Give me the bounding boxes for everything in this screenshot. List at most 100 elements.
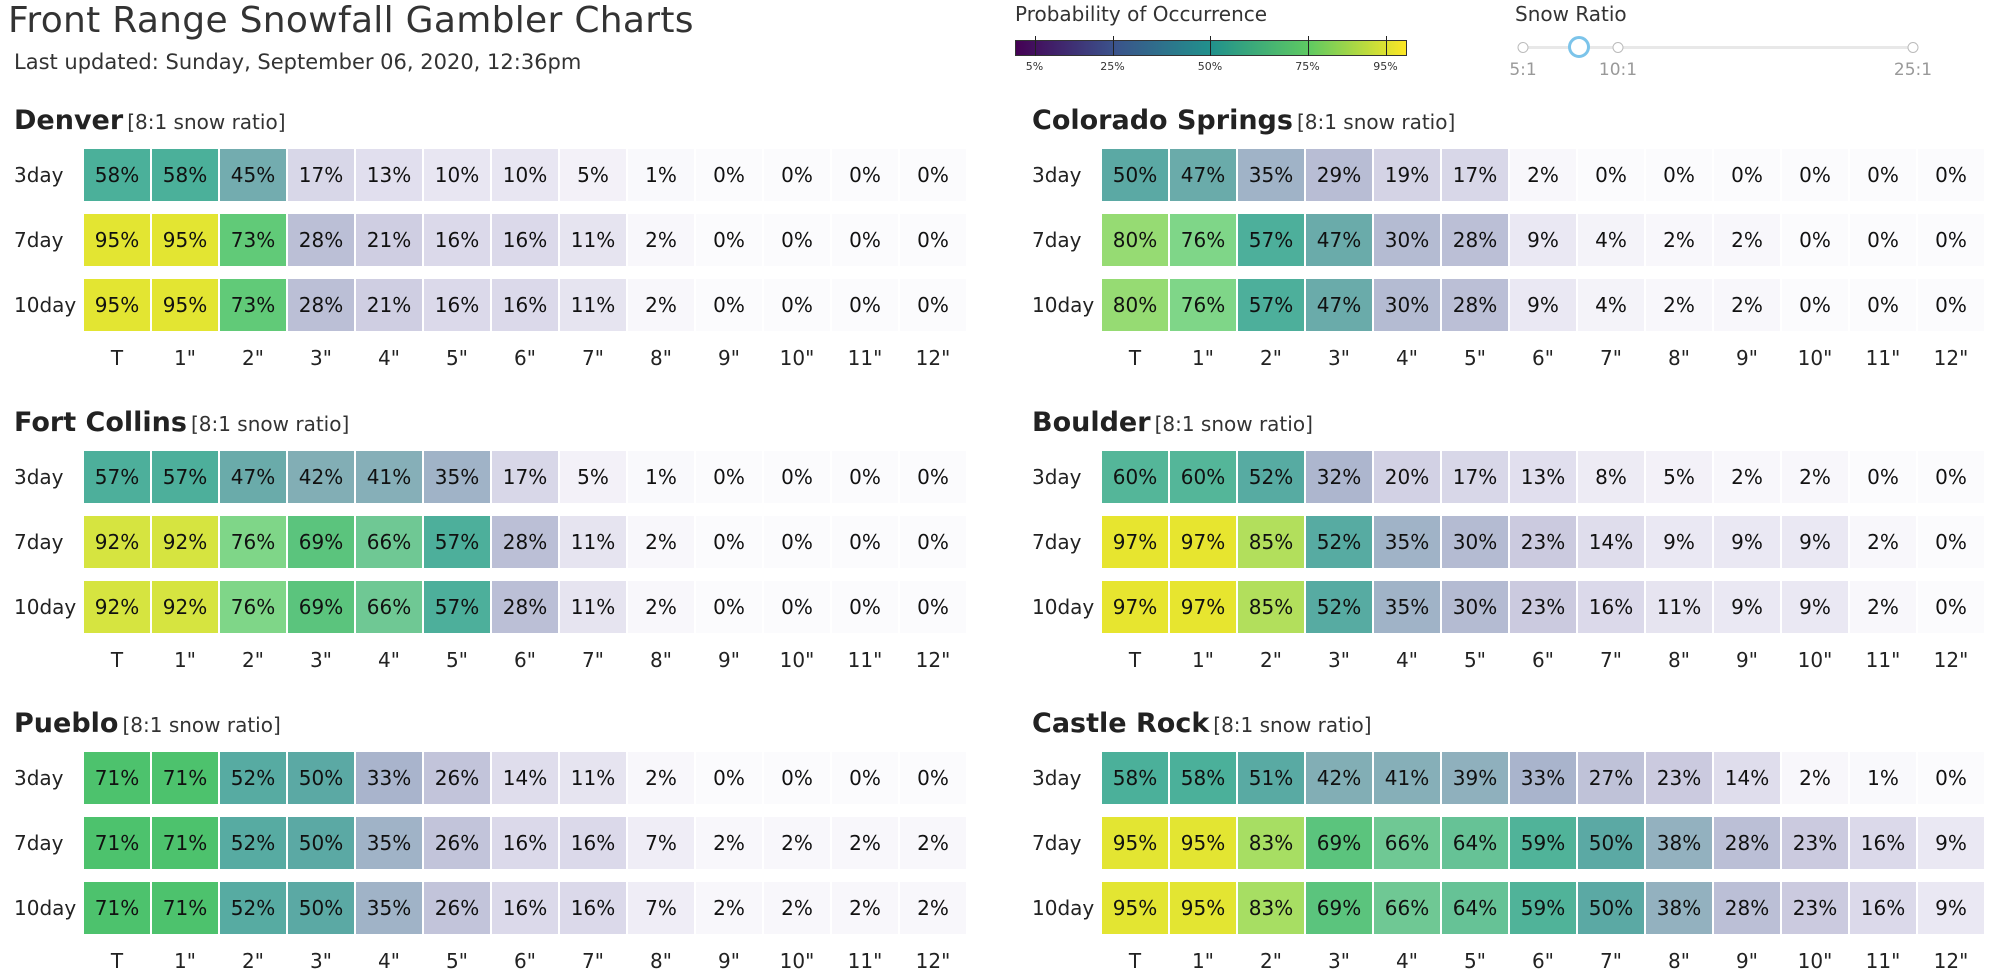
- heatmap-cell: 28%: [1714, 817, 1780, 869]
- heatmap-cell: 2%: [764, 882, 830, 934]
- column-label: 3": [1328, 949, 1350, 973]
- slider-stop[interactable]: [1612, 42, 1624, 53]
- heatmap-cell: 16%: [560, 817, 626, 869]
- heatmap-cell: 28%: [288, 214, 354, 266]
- heatmap-cell: 30%: [1374, 279, 1440, 331]
- heatmap-cell: 0%: [1850, 149, 1916, 201]
- heatmap-cell: 47%: [1170, 149, 1236, 201]
- heatmap-cell: 0%: [1918, 581, 1984, 633]
- heatmap-cell: 52%: [220, 817, 286, 869]
- heatmap-cell: 0%: [1918, 149, 1984, 201]
- heatmap-cell: 30%: [1442, 581, 1508, 633]
- heatmap-cell: 0%: [1918, 451, 1984, 503]
- heatmap-cell: 42%: [1306, 752, 1372, 804]
- heatmap-cell: 2%: [764, 817, 830, 869]
- heatmap-cell: 11%: [560, 516, 626, 568]
- row-label: 7day: [1032, 530, 1082, 554]
- column-label: T: [1128, 648, 1142, 672]
- heatmap-cell: 4%: [1578, 214, 1644, 266]
- page-title: Front Range Snowfall Gambler Charts: [8, 0, 694, 41]
- column-label: 9": [1736, 346, 1758, 370]
- heatmap-cell: 51%: [1238, 752, 1304, 804]
- heatmap-cell: 2%: [1714, 451, 1780, 503]
- heatmap-cell: 0%: [900, 516, 966, 568]
- slider-stop[interactable]: [1907, 42, 1919, 53]
- legend-tick-label: 95%: [1373, 60, 1398, 73]
- heatmap-cell: 0%: [1782, 279, 1848, 331]
- column-label: 12": [1933, 346, 1969, 370]
- column-label: 12": [915, 648, 951, 672]
- heatmap-cell: 11%: [1646, 581, 1712, 633]
- slider-track[interactable]: [1523, 46, 1913, 49]
- column-label: 6": [1532, 346, 1554, 370]
- heatmap-cell: 64%: [1442, 817, 1508, 869]
- column-label: 4": [378, 346, 400, 370]
- column-label: 9": [718, 346, 740, 370]
- heatmap-cell: 0%: [832, 752, 898, 804]
- slider-stop[interactable]: [1517, 42, 1529, 53]
- snow-ratio-slider[interactable]: Snow Ratio 5:1 10:1 25:1: [1505, 0, 1932, 90]
- heatmap-cell: 80%: [1102, 214, 1168, 266]
- chart-ratio-label: [8:1 snow ratio]: [1213, 713, 1372, 737]
- heatmap-cell: 57%: [84, 451, 150, 503]
- heatmap-cell: 64%: [1442, 882, 1508, 934]
- heatmap-cell: 0%: [696, 451, 762, 503]
- column-label: 11": [1865, 648, 1901, 672]
- column-label: 3": [310, 648, 332, 672]
- heatmap-cell: 73%: [220, 214, 286, 266]
- heatmap-cell: 9%: [1510, 214, 1576, 266]
- heatmap-cell: 47%: [220, 451, 286, 503]
- heatmap-cell: 26%: [424, 882, 490, 934]
- heatmap-cell: 26%: [424, 817, 490, 869]
- column-label: 8": [650, 648, 672, 672]
- heatmap-cell: 9%: [1510, 279, 1576, 331]
- heatmap-cell: 1%: [628, 149, 694, 201]
- column-label: 6": [1532, 648, 1554, 672]
- chart-title: Boulder: [1032, 407, 1151, 438]
- column-label: 8": [1668, 648, 1690, 672]
- chart-header: Colorado Springs [8:1 snow ratio]: [1032, 105, 1455, 136]
- chart-title: Fort Collins: [14, 407, 187, 438]
- legend-tick-label: 25%: [1100, 60, 1125, 73]
- heatmap-cell: 10%: [492, 149, 558, 201]
- column-label: 5": [1464, 648, 1486, 672]
- heatmap-cell: 50%: [288, 817, 354, 869]
- heatmap-cell: 71%: [84, 817, 150, 869]
- heatmap-cell: 47%: [1306, 214, 1372, 266]
- chart-fort-collins: Fort Collins [8:1 snow ratio] 3day 57% 57% 47…: [14, 407, 994, 677]
- heatmap-cell: 0%: [764, 214, 830, 266]
- heatmap-cell: 52%: [1238, 451, 1304, 503]
- column-label: 4": [378, 949, 400, 973]
- heatmap-cell: 33%: [1510, 752, 1576, 804]
- column-label: 2": [242, 648, 264, 672]
- heatmap-cell: 16%: [1850, 817, 1916, 869]
- slider-handle[interactable]: [1567, 36, 1590, 58]
- column-label: 8": [1668, 949, 1690, 973]
- heatmap-cell: 0%: [832, 451, 898, 503]
- row-label: 10day: [1032, 896, 1095, 920]
- column-label: 4": [1396, 949, 1418, 973]
- heatmap-cell: 28%: [492, 581, 558, 633]
- heatmap-cell: 0%: [764, 516, 830, 568]
- heatmap-cell: 0%: [1850, 214, 1916, 266]
- legend-tick-label: 75%: [1295, 60, 1320, 73]
- heatmap-cell: 42%: [288, 451, 354, 503]
- heatmap-cell: 50%: [1578, 817, 1644, 869]
- chart-title: Castle Rock: [1032, 708, 1210, 739]
- legend-tick-label: 50%: [1197, 60, 1223, 73]
- heatmap-cell: 66%: [1374, 882, 1440, 934]
- heatmap-cell: 11%: [560, 752, 626, 804]
- heatmap-cell: 50%: [288, 882, 354, 934]
- heatmap-cell: 38%: [1646, 882, 1712, 934]
- heatmap-cell: 45%: [220, 149, 286, 201]
- heatmap-cell: 66%: [356, 581, 422, 633]
- row-label: 3day: [1032, 465, 1082, 489]
- heatmap-cell: 41%: [1374, 752, 1440, 804]
- heatmap-cell: 2%: [696, 817, 762, 869]
- heatmap-cell: 58%: [1102, 752, 1168, 804]
- heatmap-cell: 97%: [1102, 581, 1168, 633]
- snow-ratio-title: Snow Ratio: [1515, 2, 1627, 26]
- heatmap-cell: 29%: [1306, 149, 1372, 201]
- heatmap-cell: 59%: [1510, 882, 1576, 934]
- heatmap-cell: 32%: [1306, 451, 1372, 503]
